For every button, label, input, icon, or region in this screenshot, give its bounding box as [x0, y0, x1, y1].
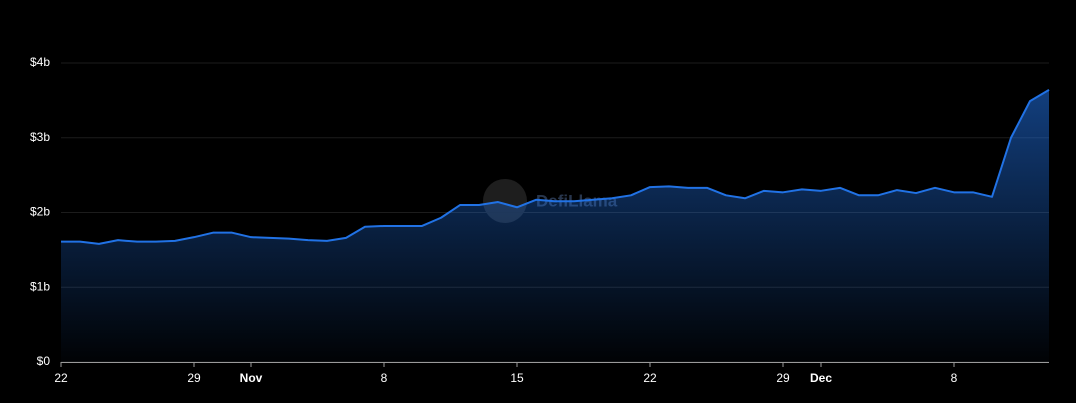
x-tick-label: 29: [187, 371, 201, 385]
x-tick-label: 29: [776, 371, 790, 385]
y-tick-label: $3b: [30, 130, 50, 144]
x-tick-label: Dec: [810, 371, 832, 385]
x-tick-label: 8: [381, 371, 388, 385]
y-tick-label: $2b: [30, 205, 50, 219]
y-tick-label: $4b: [30, 55, 50, 69]
x-tick-label: 15: [510, 371, 524, 385]
x-tick-label: 22: [54, 371, 68, 385]
x-tick-label: 22: [643, 371, 657, 385]
area-fill: [61, 89, 1049, 362]
x-tick-label: Nov: [240, 371, 263, 385]
y-tick-label: $0: [37, 354, 51, 368]
line: [61, 89, 1050, 245]
y-tick-label: $1b: [30, 279, 50, 293]
x-tick-label: 8: [951, 371, 958, 385]
